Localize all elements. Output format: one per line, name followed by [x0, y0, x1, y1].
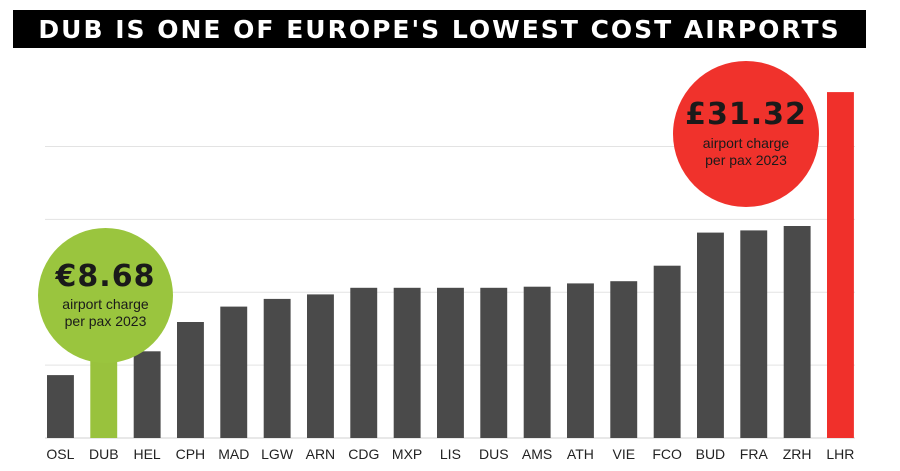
category-labels: OSL DUB HEL CPH MAD LGW ARN CDG MXP LIS DUS AMS ATH V…	[46, 446, 854, 462]
bars	[47, 92, 854, 438]
category-label-cdg: CDG	[348, 446, 379, 462]
category-label-vie: VIE	[613, 446, 636, 462]
lhr-callout-label: airport charge per pax 2023	[702, 134, 790, 168]
category-label-hel: HEL	[133, 446, 160, 462]
bar-lis	[437, 287, 464, 438]
bar-bud	[697, 232, 724, 438]
category-label-dub: DUB	[89, 446, 119, 462]
chart-title: DUB is one of Europe's lowest cost airpo…	[38, 14, 841, 44]
bar-mad	[220, 306, 248, 438]
bar-mxp	[393, 287, 421, 438]
title-banner: DUB is one of Europe's lowest cost airpo…	[13, 10, 866, 48]
category-label-fra: FRA	[740, 446, 769, 462]
bar-fco	[653, 265, 681, 438]
lhr-callout: £31.32 airport charge per pax 2023	[673, 61, 819, 207]
category-label-lis: LIS	[440, 446, 461, 462]
bar-dus	[480, 287, 508, 438]
bar-ams	[523, 286, 551, 438]
category-label-mxp: MXP	[392, 446, 422, 462]
lhr-callout-value: £31.32	[685, 97, 807, 133]
bar-fra	[740, 230, 768, 438]
category-label-mad: MAD	[218, 446, 249, 462]
bar-cph	[177, 322, 204, 438]
category-label-bud: BUD	[696, 446, 726, 462]
bar-osl	[47, 375, 74, 438]
bar-hel	[133, 351, 161, 438]
category-label-lgw: LGW	[261, 446, 294, 462]
bar-ath	[567, 283, 594, 438]
dub-callout-label: airport charge per pax 2023	[62, 296, 149, 330]
dub-callout-value: €8.68	[55, 258, 156, 294]
category-label-ath: ATH	[567, 446, 594, 462]
category-label-lhr: LHR	[826, 446, 854, 462]
bar-vie	[610, 281, 638, 438]
bar-zrh	[783, 226, 811, 438]
bar-cdg	[350, 287, 378, 438]
category-label-dus: DUS	[479, 446, 509, 462]
bar-lhr	[827, 92, 854, 438]
bar-dub	[90, 357, 118, 438]
category-label-ams: AMS	[522, 446, 552, 462]
category-label-arn: ARN	[306, 446, 336, 462]
dub-callout: €8.68 airport charge per pax 2023	[38, 228, 173, 363]
bar-arn	[307, 294, 334, 438]
category-label-osl: OSL	[46, 446, 74, 462]
category-label-cph: CPH	[176, 446, 206, 462]
category-label-zrh: ZRH	[783, 446, 812, 462]
category-label-fco: FCO	[652, 446, 682, 462]
bar-lgw	[263, 298, 291, 438]
